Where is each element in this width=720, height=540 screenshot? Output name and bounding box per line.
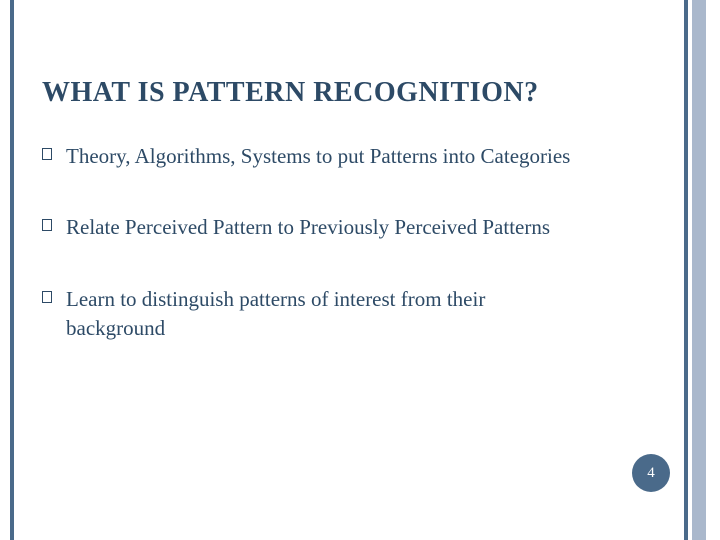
border-left-stripe <box>10 0 14 540</box>
border-right-outer-stripe <box>692 0 706 540</box>
slide-content: Theory, Algorithms, Systems to put Patte… <box>42 142 582 386</box>
bullet-marker-icon <box>42 291 52 303</box>
page-number-badge: 4 <box>632 454 670 492</box>
page-number: 4 <box>647 465 655 482</box>
slide-title: WHAT IS PATTERN RECOGNITION? <box>42 78 582 109</box>
bullet-text: Theory, Algorithms, Systems to put Patte… <box>66 142 582 171</box>
bullet-marker-icon <box>42 219 52 231</box>
bullet-marker-icon <box>42 148 52 160</box>
bullet-item: Learn to distinguish patterns of interes… <box>42 285 582 344</box>
border-right-inner-stripe <box>684 0 688 540</box>
bullet-text: Relate Perceived Pattern to Previously P… <box>66 213 582 242</box>
bullet-text: Learn to distinguish patterns of interes… <box>66 285 582 344</box>
slide-container: WHAT IS PATTERN RECOGNITION? Theory, Alg… <box>0 0 720 540</box>
bullet-item: Theory, Algorithms, Systems to put Patte… <box>42 142 582 171</box>
bullet-item: Relate Perceived Pattern to Previously P… <box>42 213 582 242</box>
